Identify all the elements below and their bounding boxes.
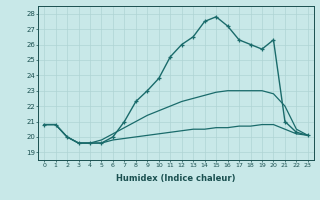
X-axis label: Humidex (Indice chaleur): Humidex (Indice chaleur): [116, 174, 236, 183]
